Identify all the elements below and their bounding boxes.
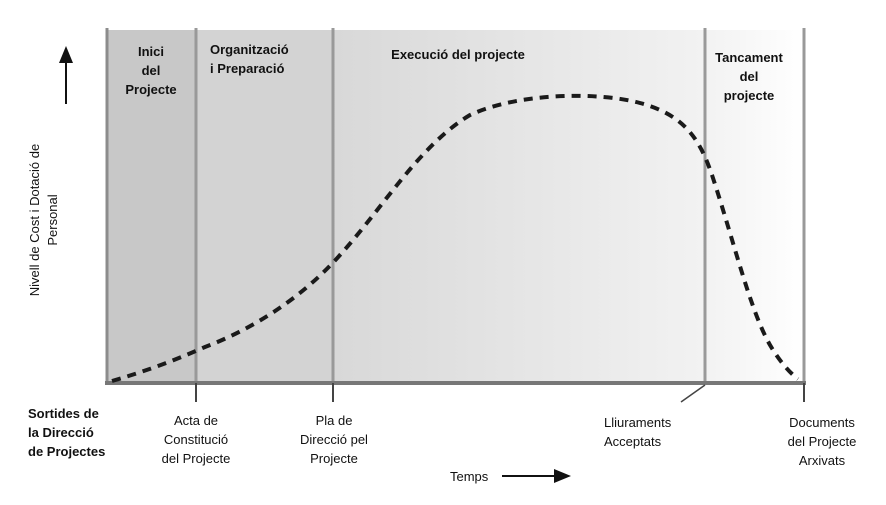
y-axis-arrow-head [59, 46, 73, 63]
phase-band-execution [333, 30, 705, 382]
output-archived-documents: Documents del Projecte Arxivats [787, 415, 857, 468]
output-project-management-plan: Pla de Direcció pel Projecte [300, 413, 368, 466]
phase-band-organization [196, 30, 333, 382]
phase-label-closing: Tancament del projecte [715, 50, 783, 103]
x-axis-label: Temps [450, 469, 489, 484]
phase-label-execution: Execució del projecte [391, 47, 525, 62]
cost-staffing-curve [111, 93, 800, 383]
y-axis-label: Nivell de Cost i Dotació de Personal [27, 143, 60, 297]
output-accepted-deliverables: Lliuraments Acceptats [604, 415, 672, 449]
phase-band-initiation [107, 30, 196, 382]
phase-label-organization: Organització i Preparació [210, 42, 289, 76]
phase-label-initiation: Inici del Projecte [125, 44, 177, 97]
output-tick-3 [680, 384, 706, 403]
outputs-heading: Sortides de la Direcció de Projectes [28, 406, 106, 459]
output-project-charter: Acta de Constitució del Projecte [161, 413, 231, 466]
time-arrow-head [554, 469, 571, 483]
